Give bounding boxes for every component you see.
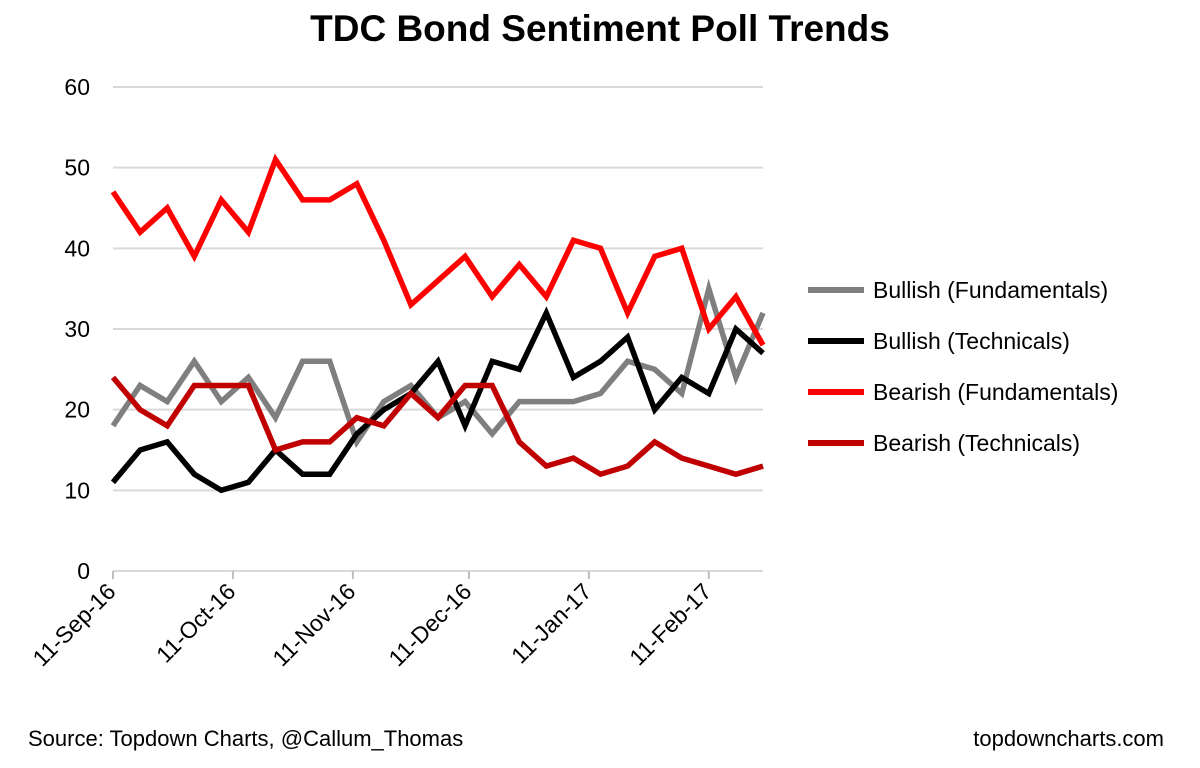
x-tick-label: 11-Feb-17 <box>624 578 716 670</box>
site-credit: topdowncharts.com <box>973 726 1164 751</box>
x-tick-label: 11-Jan-17 <box>506 578 596 668</box>
legend-label: Bearish (Technicals) <box>873 430 1080 456</box>
x-tick-label: 11-Sep-16 <box>27 578 120 671</box>
y-tick-label: 10 <box>64 477 90 503</box>
series-line <box>110 153 766 347</box>
y-tick-label: 60 <box>64 74 90 100</box>
y-tick-label: 50 <box>64 155 90 181</box>
chart-title: TDC Bond Sentiment Poll Trends <box>310 8 890 49</box>
x-axis: 11-Sep-16 11-Oct-16 11-Nov-16 11-Dec-16 11-J… <box>27 570 763 671</box>
x-tick-label: 11-Dec-16 <box>383 578 476 671</box>
x-tick-label: 11-Oct-16 <box>151 578 240 667</box>
gridlines <box>113 86 763 492</box>
series-line <box>110 306 765 494</box>
y-axis: 0 10 20 30 40 50 60 <box>64 74 90 584</box>
legend-label: Bullish (Fundamentals) <box>873 277 1108 303</box>
source-note: Source: Topdown Charts, @Callum_Thomas <box>28 726 464 751</box>
y-tick-label: 0 <box>77 558 90 584</box>
series-line <box>110 375 764 478</box>
y-tick-label: 20 <box>64 397 90 423</box>
x-tick-label: 11-Nov-16 <box>267 578 360 671</box>
y-tick-label: 40 <box>64 235 90 261</box>
legend-label: Bullish (Technicals) <box>873 328 1070 354</box>
legend-label: Bearish (Fundamentals) <box>873 379 1118 405</box>
legend: Bullish (Fundamentals) Bullish (Technical… <box>808 277 1118 456</box>
series-lines <box>110 153 766 494</box>
y-tick-label: 30 <box>64 316 90 342</box>
